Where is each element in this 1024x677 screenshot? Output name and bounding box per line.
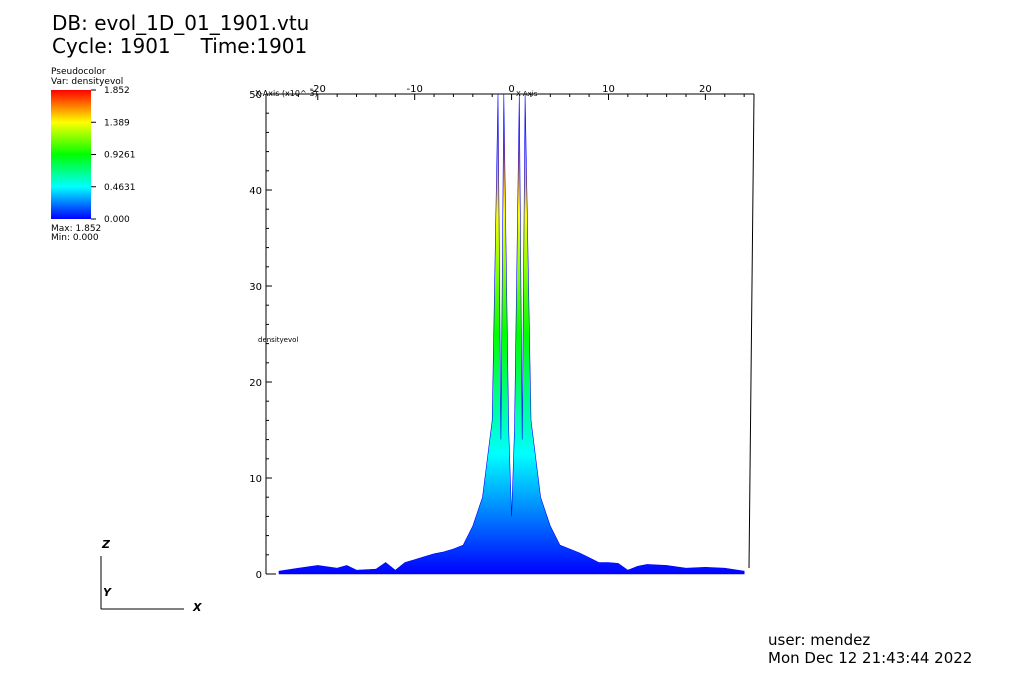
legend-min: Min: 0.000 [51,233,99,243]
cycle-label: Cycle: 1901 [52,34,171,58]
colorbar-ticks: 1.852 1.389 0.9261 0.4631 0.000 [91,86,136,225]
y-axis-title: densityevol [258,336,298,344]
timestamp-label: Mon Dec 12 21:43:44 2022 [768,649,973,667]
legend-minmax: Max: 1.852 Min: 0.000 [51,225,101,243]
y-tick-label: 40 [249,186,262,197]
triad-z-label: Z [101,538,111,551]
colorbar-tick-label: 0.4631 [104,183,136,193]
x-tick-label: 20 [699,84,712,95]
colorbar-tick-label: 0.9261 [104,151,136,161]
colorbar-tick-label: 1.852 [104,86,130,96]
triad-x-label: X [192,601,202,614]
legend-variable: Var: densityevol [51,77,124,87]
x-tick-label: 0 [508,84,514,95]
x-axis-note: X-Axis [516,90,538,98]
legend-max: Max: 1.852 [51,224,102,234]
x-tick-label: 10 [602,84,615,95]
colorbar-tick-label: 0.000 [104,215,130,225]
density-area [278,93,745,575]
database-title: DB: evol_1D_01_1901.vtu [52,11,310,35]
x-tick-label: -10 [406,84,422,95]
y-tick-label: 0 [256,570,262,581]
legend-header: Pseudocolor Var: densityevol [51,67,123,87]
legend-plot-type: Pseudocolor [51,67,106,77]
y-tick-label: 50 [249,90,262,101]
axes-triad: Z Y X [100,538,202,614]
plot-frame [265,93,755,575]
density-series-area [278,93,745,575]
x-tick-label: -20 [310,84,326,95]
y-axis: 0 10 20 30 40 50 [249,90,272,581]
y-tick-label: 10 [249,474,262,485]
y-tick-label: 30 [249,282,262,293]
y-tick-label: 20 [249,378,262,389]
time-label: Time:1901 [200,34,308,58]
x-axis-title: X-Axis (x10^-3) [255,89,318,98]
triad-y-label: Y [103,586,112,599]
x-axis: -20 -10 0 10 20 [297,84,745,100]
colorbar-tick-label: 1.389 [104,118,130,128]
user-label: user: mendez [768,631,871,649]
cycle-time-line: Cycle: 1901 Time:1901 [52,35,307,57]
colorbar [51,90,91,219]
